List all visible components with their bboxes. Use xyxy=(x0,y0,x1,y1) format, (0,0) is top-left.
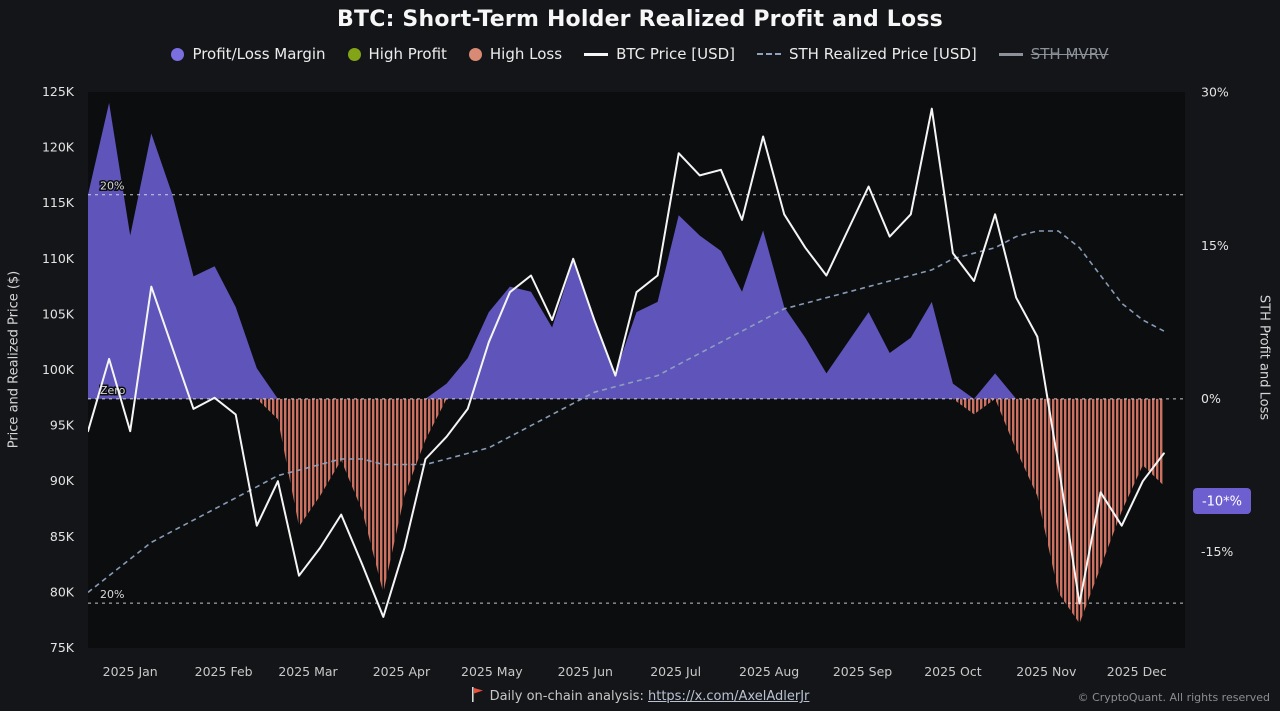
left-axis-tick: 80K xyxy=(50,584,75,599)
analysis-link[interactable]: https://x.com/AxelAdlerJr xyxy=(647,689,810,704)
sth-mvrv-marker-icon xyxy=(998,52,1023,56)
legend-label: High Profit xyxy=(368,45,447,63)
x-axis-tick: 2025 Feb xyxy=(195,664,253,679)
left-axis-tick: 110K xyxy=(42,251,75,266)
right-axis-tick: -15% xyxy=(1201,544,1233,559)
left-axis-tick: 115K xyxy=(42,195,75,210)
left-axis-tick: 100K xyxy=(42,362,75,377)
legend-label: BTC Price [USD] xyxy=(616,45,735,63)
copyright-text: © CryptoQuant. All rights reserved xyxy=(1077,691,1270,704)
page-title: BTC: Short-Term Holder Realized Profit a… xyxy=(337,7,943,32)
btc-price-line xyxy=(88,107,1165,618)
left-axis-tick: 125K xyxy=(42,84,75,99)
legend-label: High Loss xyxy=(489,45,563,63)
high-loss-bars xyxy=(88,398,1164,624)
btc-price-usd-marker-icon xyxy=(584,52,609,56)
legend-item-high-loss[interactable]: High Loss xyxy=(468,45,563,63)
x-axis-tick: 2025 Jun xyxy=(558,664,613,679)
guide-label-1: Zero xyxy=(100,384,126,397)
x-axis-tick: 2025 Dec xyxy=(1107,664,1167,679)
left-axis-tick: 85K xyxy=(50,529,75,544)
left-axis-tick: 105K xyxy=(42,306,75,321)
sth-realized-price-usd-marker-icon xyxy=(757,53,781,55)
legend-label: STH Realized Price [USD] xyxy=(789,45,977,63)
right-axis-tick: 15% xyxy=(1201,238,1229,253)
left-axis-tick: 95K xyxy=(50,418,75,433)
guide-label-2: 20% xyxy=(100,588,124,601)
legend-label: STH MVRV xyxy=(1030,45,1109,63)
x-axis-tick: 2025 Sep xyxy=(833,664,892,679)
x-axis-tick: 2025 Oct xyxy=(924,664,981,679)
x-axis-tick: 2025 May xyxy=(461,664,523,679)
x-axis-tick: 2025 Aug xyxy=(739,664,799,679)
x-axis-tick: 2025 Mar xyxy=(278,664,338,679)
profit-loss-margin-marker-icon xyxy=(171,47,185,61)
left-axis-tick: 75K xyxy=(50,640,75,655)
x-axis-tick: 2025 Jul xyxy=(650,664,701,679)
guide-label-0: 20% xyxy=(100,180,124,193)
current-value-badge xyxy=(1193,487,1251,514)
footer-text: Daily on-chain analysis: xyxy=(489,689,648,704)
right-axis-tick: 0% xyxy=(1201,391,1221,406)
chart-svg[interactable]: 20% Zero 20% 125K 120K 115K 110K 105K 100K 95K 90K… xyxy=(0,84,1280,684)
legend-item-high-profit[interactable]: High Profit xyxy=(347,45,447,63)
left-axis-tick: 120K xyxy=(42,140,75,155)
high-loss-marker-icon xyxy=(468,47,482,61)
legend-label: Profit/Loss Margin xyxy=(192,45,326,63)
legend-item-sth-realized-price-usd[interactable]: STH Realized Price [USD] xyxy=(757,45,977,63)
x-axis-tick: 2025 Nov xyxy=(1016,664,1077,679)
profit-margin-area xyxy=(88,102,1164,399)
legend-item-profit-loss-margin[interactable]: Profit/Loss Margin xyxy=(171,45,326,63)
flag-icon xyxy=(471,687,484,706)
x-axis-tick: 2025 Apr xyxy=(373,664,431,679)
current-value-badge-label: -10*% xyxy=(1202,494,1242,509)
right-axis-tick: 30% xyxy=(1201,85,1229,100)
footer-analysis-note: Daily on-chain analysis: https://x.com/A… xyxy=(0,687,1280,706)
legend: Profit/Loss Margin High Profit High Loss BT… xyxy=(0,45,1280,63)
legend-item-sth-mvrv[interactable]: STH MVRV xyxy=(998,45,1109,63)
legend-item-btc-price-usd[interactable]: BTC Price [USD] xyxy=(584,45,735,63)
left-axis-tick: 90K xyxy=(50,473,75,488)
x-axis-tick: 2025 Jan xyxy=(103,664,158,679)
high-profit-marker-icon xyxy=(347,47,361,61)
